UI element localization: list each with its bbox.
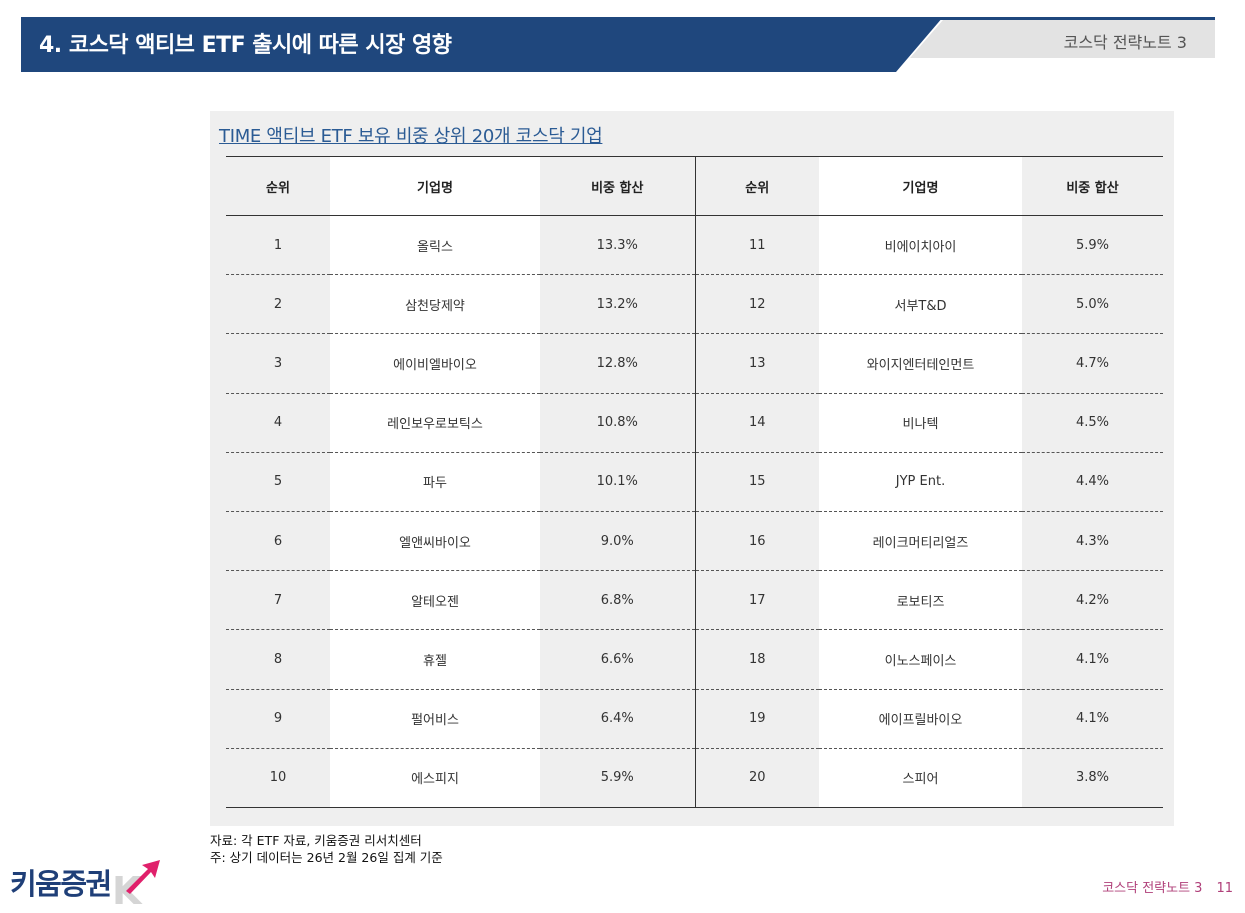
rank-cell: 19 <box>695 689 819 749</box>
table-row: 3 에이비엘바이오 12.8% 13 와이지엔터테인먼트 4.7% <box>226 333 1163 394</box>
weight-cell: 5.9% <box>540 748 696 808</box>
rank-cell: 4 <box>226 393 330 453</box>
company-cell: 비에이치아이 <box>819 215 1022 276</box>
weight-cell: 5.0% <box>1022 274 1163 335</box>
table-row: 6 엘앤씨바이오 9.0% 16 레이크머티리얼즈 4.3% <box>226 511 1163 572</box>
table-row: 1 올릭스 13.3% 11 비에이치아이 5.9% <box>226 215 1163 276</box>
logo-arrow-icon <box>126 860 160 894</box>
table-header-row: 순위 기업명 비중 합산 순위 기업명 비중 합산 <box>226 156 1163 216</box>
weight-cell: 4.1% <box>1022 689 1163 749</box>
rank-cell: 5 <box>226 452 330 512</box>
section-title: 4. 코스닥 액티브 ETF 출시에 따른 시장 영향 <box>39 33 452 58</box>
rank-cell: 14 <box>695 393 819 453</box>
header-bar: 4. 코스닥 액티브 ETF 출시에 따른 시장 영향 코스닥 전략노트 3 <box>21 17 1215 72</box>
rank-cell: 13 <box>695 333 819 394</box>
weight-cell: 4.1% <box>1022 629 1163 690</box>
weight-cell: 5.9% <box>1022 215 1163 276</box>
rank-cell: 7 <box>226 570 330 631</box>
header-background <box>21 17 1215 72</box>
weight-cell: 4.2% <box>1022 570 1163 631</box>
rank-cell: 6 <box>226 511 330 572</box>
weight-cell: 6.4% <box>540 689 696 749</box>
table-row: 9 펄어비스 6.4% 19 에이프릴바이오 4.1% <box>226 689 1163 749</box>
company-cell: 이노스페이스 <box>819 629 1022 690</box>
col-header-company: 기업명 <box>819 156 1022 216</box>
weight-cell: 3.8% <box>1022 748 1163 808</box>
rank-cell: 8 <box>226 629 330 690</box>
company-cell: 서부T&D <box>819 274 1022 335</box>
company-cell: 에이프릴바이오 <box>819 689 1022 749</box>
company-cell: 로보티즈 <box>819 570 1022 631</box>
company-cell: 비나텍 <box>819 393 1022 453</box>
rank-cell: 2 <box>226 274 330 335</box>
weight-cell: 6.6% <box>540 629 696 690</box>
company-cell: 레이크머티리얼즈 <box>819 511 1022 572</box>
weight-cell: 6.8% <box>540 570 696 631</box>
note-line: 주: 상기 데이터는 26년 2월 26일 집계 기준 <box>210 850 443 865</box>
company-cell: 삼천당제약 <box>330 274 540 335</box>
rank-cell: 20 <box>695 748 819 808</box>
table-row: 8 휴젤 6.6% 18 이노스페이스 4.1% <box>226 629 1163 690</box>
page-footer: 코스닥 전략노트 3 11 <box>1102 877 1233 896</box>
weight-cell: 4.4% <box>1022 452 1163 512</box>
footer-document-label: 코스닥 전략노트 3 <box>1102 881 1203 896</box>
company-cell: 올릭스 <box>330 215 540 276</box>
source-line: 자료: 각 ETF 자료, 키움증권 리서치센터 <box>210 833 422 848</box>
weight-cell: 13.3% <box>540 215 696 276</box>
company-cell: 펄어비스 <box>330 689 540 749</box>
company-cell: 와이지엔터테인먼트 <box>819 333 1022 394</box>
col-header-company: 기업명 <box>330 156 540 216</box>
table-title[interactable]: TIME 액티브 ETF 보유 비중 상위 20개 코스닥 기업 <box>219 126 603 147</box>
rank-cell: 12 <box>695 274 819 335</box>
document-label: 코스닥 전략노트 3 <box>1063 33 1187 52</box>
table-row: 7 알테오젠 6.8% 17 로보티즈 4.2% <box>226 570 1163 631</box>
company-cell: 파두 <box>330 452 540 512</box>
weight-cell: 10.8% <box>540 393 696 453</box>
rank-cell: 10 <box>226 748 330 808</box>
company-cell: 알테오젠 <box>330 570 540 631</box>
holdings-table: 순위 기업명 비중 합산 순위 기업명 비중 합산 1 올릭스 13.3% 11… <box>226 156 1163 808</box>
company-cell: 에이비엘바이오 <box>330 333 540 394</box>
col-header-rank: 순위 <box>226 156 330 216</box>
company-cell: 휴젤 <box>330 629 540 690</box>
company-cell: JYP Ent. <box>819 452 1022 512</box>
page-number: 11 <box>1216 881 1233 896</box>
company-logo: K 키움증권 <box>10 857 160 913</box>
company-cell: 레인보우로보틱스 <box>330 393 540 453</box>
table-row: 5 파두 10.1% 15 JYP Ent. 4.4% <box>226 452 1163 512</box>
rank-cell: 17 <box>695 570 819 631</box>
rank-cell: 15 <box>695 452 819 512</box>
rank-cell: 1 <box>226 215 330 276</box>
weight-cell: 13.2% <box>540 274 696 335</box>
rank-cell: 11 <box>695 215 819 276</box>
rank-cell: 18 <box>695 629 819 690</box>
col-header-weight: 비중 합산 <box>540 156 696 216</box>
weight-cell: 4.7% <box>1022 333 1163 394</box>
company-cell: 에스피지 <box>330 748 540 808</box>
logo-wordmark: 키움증권 <box>10 867 112 901</box>
table-panel: TIME 액티브 ETF 보유 비중 상위 20개 코스닥 기업 순위 기업명 … <box>210 111 1174 826</box>
rank-cell: 16 <box>695 511 819 572</box>
weight-cell: 12.8% <box>540 333 696 394</box>
weight-cell: 9.0% <box>540 511 696 572</box>
weight-cell: 4.3% <box>1022 511 1163 572</box>
company-cell: 스피어 <box>819 748 1022 808</box>
weight-cell: 4.5% <box>1022 393 1163 453</box>
table-row: 10 에스피지 5.9% 20 스피어 3.8% <box>226 748 1163 808</box>
col-header-rank: 순위 <box>695 156 819 216</box>
source-notes: 자료: 각 ETF 자료, 키움증권 리서치센터 주: 상기 데이터는 26년 … <box>210 832 443 866</box>
company-cell: 엘앤씨바이오 <box>330 511 540 572</box>
table-row: 2 삼천당제약 13.2% 12 서부T&D 5.0% <box>226 274 1163 335</box>
table-row: 4 레인보우로보틱스 10.8% 14 비나텍 4.5% <box>226 393 1163 453</box>
rank-cell: 9 <box>226 689 330 749</box>
col-header-weight: 비중 합산 <box>1022 156 1163 216</box>
rank-cell: 3 <box>226 333 330 394</box>
weight-cell: 10.1% <box>540 452 696 512</box>
